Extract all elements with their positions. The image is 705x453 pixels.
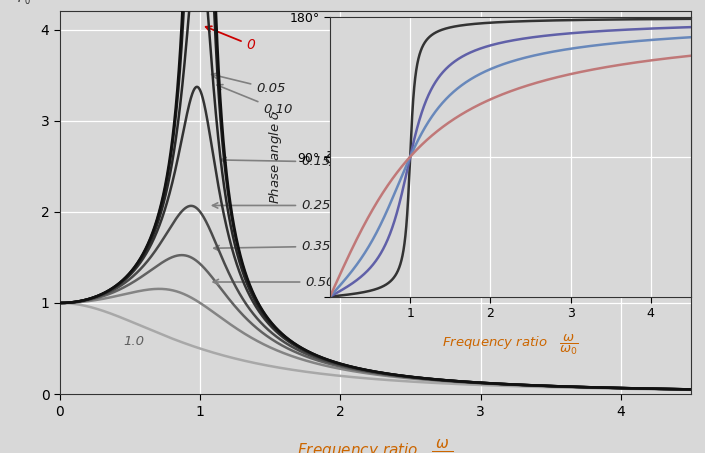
Text: Frequency ratio   $\dfrac{\omega}{\omega_0}$: Frequency ratio $\dfrac{\omega}{\omega_0… [297,438,454,453]
Text: 1.0: 1.0 [123,335,144,348]
Text: 0.15: 0.15 [221,155,331,168]
Text: Frequency ratio   $\dfrac{\omega}{\omega_0}$: Frequency ratio $\dfrac{\omega}{\omega_0… [442,333,579,357]
Text: $\frac{Xk}{F_0}$: $\frac{Xk}{F_0}$ [16,0,34,8]
Text: 0.05: 0.05 [212,73,286,95]
Text: $\zeta = \dfrac{c}{c_c}$: $\zeta = \dfrac{c}{c_c}$ [324,146,369,176]
Text: 0.25: 0.25 [212,199,331,212]
Text: 0: 0 [206,26,255,52]
Text: 0.35: 0.35 [214,240,331,253]
Y-axis label: Phase angle $\delta$: Phase angle $\delta$ [266,110,283,204]
Text: 0.50: 0.50 [213,275,335,289]
Text: 0.10: 0.10 [217,85,293,116]
